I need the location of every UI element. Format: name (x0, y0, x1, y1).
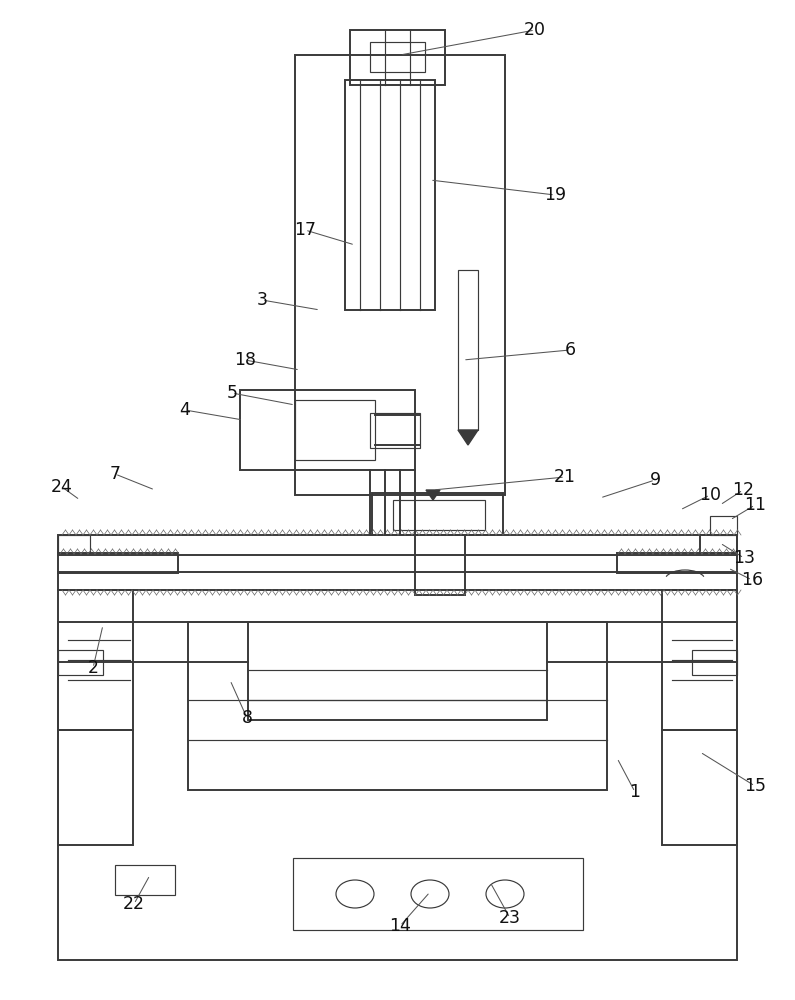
Text: 11: 11 (744, 496, 766, 514)
Bar (295, 400, 375, 460)
Text: 15: 15 (744, 777, 766, 795)
Bar (295, 55, 505, 495)
Bar (372, 493, 503, 535)
Text: 20: 20 (524, 21, 546, 39)
Bar (662, 730, 737, 845)
Bar (240, 390, 415, 470)
Bar (248, 622, 547, 720)
Text: 4: 4 (180, 401, 191, 419)
Text: 8: 8 (242, 709, 253, 727)
Bar (370, 42, 425, 72)
Polygon shape (458, 430, 478, 445)
Text: 9: 9 (650, 471, 661, 489)
Bar (58, 730, 133, 845)
Bar (415, 535, 465, 595)
Bar (345, 80, 435, 310)
Text: 17: 17 (294, 221, 316, 239)
Bar (115, 865, 175, 895)
Text: 7: 7 (110, 465, 121, 483)
Text: 3: 3 (257, 291, 267, 309)
Text: 10: 10 (699, 486, 721, 504)
Bar (458, 270, 478, 430)
Text: 21: 21 (554, 468, 576, 486)
Text: 2: 2 (87, 659, 99, 677)
Bar (692, 650, 737, 675)
Text: 16: 16 (741, 571, 763, 589)
Bar (188, 622, 607, 790)
Bar (617, 553, 737, 573)
Bar (58, 622, 737, 960)
Text: 5: 5 (227, 384, 238, 402)
Text: 6: 6 (564, 341, 576, 359)
Bar (58, 590, 133, 730)
Bar (58, 650, 103, 675)
Bar (393, 500, 485, 530)
Text: 12: 12 (732, 481, 754, 499)
Text: 18: 18 (234, 351, 256, 369)
Text: 23: 23 (499, 909, 521, 927)
Bar (58, 535, 737, 555)
Bar (700, 535, 737, 553)
Bar (350, 30, 445, 85)
Text: 24: 24 (51, 478, 73, 496)
Bar (293, 858, 583, 930)
Bar (58, 553, 178, 573)
Text: 13: 13 (733, 549, 755, 567)
Text: 22: 22 (123, 895, 145, 913)
Bar (58, 572, 737, 590)
Bar (370, 413, 420, 448)
Bar (662, 590, 737, 730)
Polygon shape (426, 490, 440, 500)
Text: 19: 19 (544, 186, 566, 204)
Text: 1: 1 (630, 783, 641, 801)
Text: 14: 14 (389, 917, 411, 935)
Bar (710, 516, 737, 535)
Bar (58, 535, 90, 553)
